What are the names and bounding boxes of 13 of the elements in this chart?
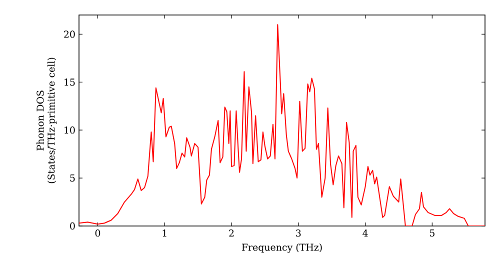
y-axis-title: Phonon DOS (States/THz·primitive cell) — [36, 58, 57, 184]
y-tick-label: 5 — [70, 174, 75, 182]
x-tick-label: 5 — [430, 230, 434, 237]
x-tick-label: 1 — [162, 230, 166, 237]
y-tick-label: 20 — [64, 30, 75, 38]
y-tick-label: 10 — [64, 126, 75, 134]
x-tick-label: 4 — [362, 230, 368, 237]
x-tick-label: 3 — [296, 230, 301, 237]
y-tick-label: 0 — [70, 222, 75, 230]
y-tick-label: 15 — [64, 78, 75, 86]
x-tick-label: 0 — [95, 230, 100, 237]
x-axis-title: Frequency (THz) — [242, 244, 322, 253]
x-tick-label: 2 — [229, 230, 234, 237]
